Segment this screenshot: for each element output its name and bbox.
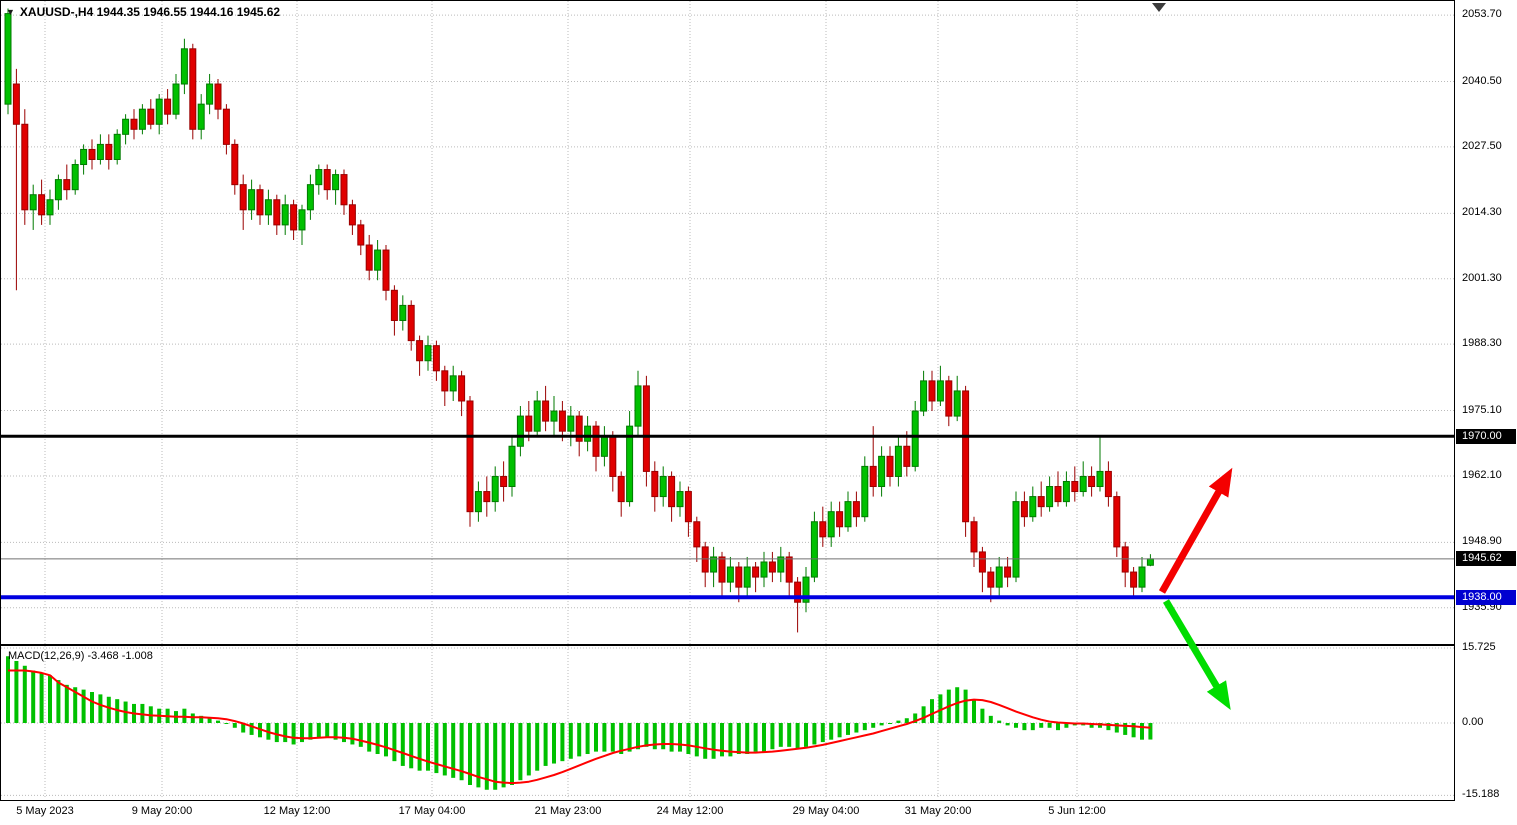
price-axis-label: 1988.30 — [1462, 337, 1502, 350]
price-axis-label: 2014.30 — [1462, 206, 1502, 219]
time-axis-label: 31 May 20:00 — [904, 805, 972, 817]
symbol-info: ▼ XAUUSD-,H4 1944.35 1946.55 1944.16 194… — [6, 5, 280, 19]
annotation-arrows[interactable] — [1158, 467, 1233, 711]
price-axis-label: 2027.50 — [1462, 139, 1502, 152]
time-axis-label: 29 May 04:00 — [792, 805, 860, 817]
time-axis-label: 9 May 20:00 — [131, 805, 193, 817]
candles — [4, 8, 1154, 633]
chart-shift-marker-icon — [1152, 3, 1166, 12]
price-badge-current-price: 1945.62 — [1456, 551, 1516, 567]
price-axis[interactable]: 2053.70 2040.50 2027.50 2014.30 2001.30 1988.… — [1455, 0, 1517, 825]
bullish-scenario-arrow[interactable] — [1158, 467, 1233, 594]
panel-frame — [0, 0, 1517, 801]
price-badge-support: 1938.00 — [1456, 589, 1516, 605]
time-axis-label: 24 May 12:00 — [656, 805, 724, 817]
time-axis-label: 5 Jun 12:00 — [1048, 805, 1106, 817]
price-axis-label: 1962.10 — [1462, 468, 1502, 481]
macd-indicator — [6, 656, 1153, 790]
price-badge-resistance: 1970.00 — [1456, 428, 1516, 444]
macd-axis-label: 0.00 — [1462, 716, 1484, 728]
price-axis-label: 2040.50 — [1462, 74, 1502, 87]
price-axis-label: 2001.30 — [1462, 271, 1502, 284]
macd-axis-label: -15.188 — [1462, 788, 1500, 801]
macd-axis-label: 15.725 — [1462, 641, 1496, 653]
bearish-scenario-arrow[interactable] — [1162, 599, 1231, 711]
time-axis-label: 21 May 23:00 — [534, 805, 602, 817]
price-levels[interactable] — [0, 434, 1455, 600]
time-axis-label: 17 May 04:00 — [398, 805, 466, 817]
price-axis-label: 1948.90 — [1462, 535, 1502, 548]
time-axis-label: 5 May 2023 — [16, 805, 74, 817]
price-axis-label: 1975.10 — [1462, 403, 1502, 416]
price-axis-label: 2053.70 — [1462, 8, 1502, 21]
symbol-ohlc-line: XAUUSD-,H4 1944.35 1946.55 1944.16 1945.… — [19, 5, 281, 19]
time-axis-label: 12 May 12:00 — [263, 805, 331, 817]
time-axis[interactable]: 5 May 2023 9 May 20:00 12 May 12:00 17 May … — [0, 801, 1455, 825]
gridlines — [1, 1, 1454, 799]
indicator-label: MACD(12,26,9) -3.468 -1.008 — [8, 650, 153, 662]
chart-symbol-icon: ▼ — [6, 6, 15, 17]
